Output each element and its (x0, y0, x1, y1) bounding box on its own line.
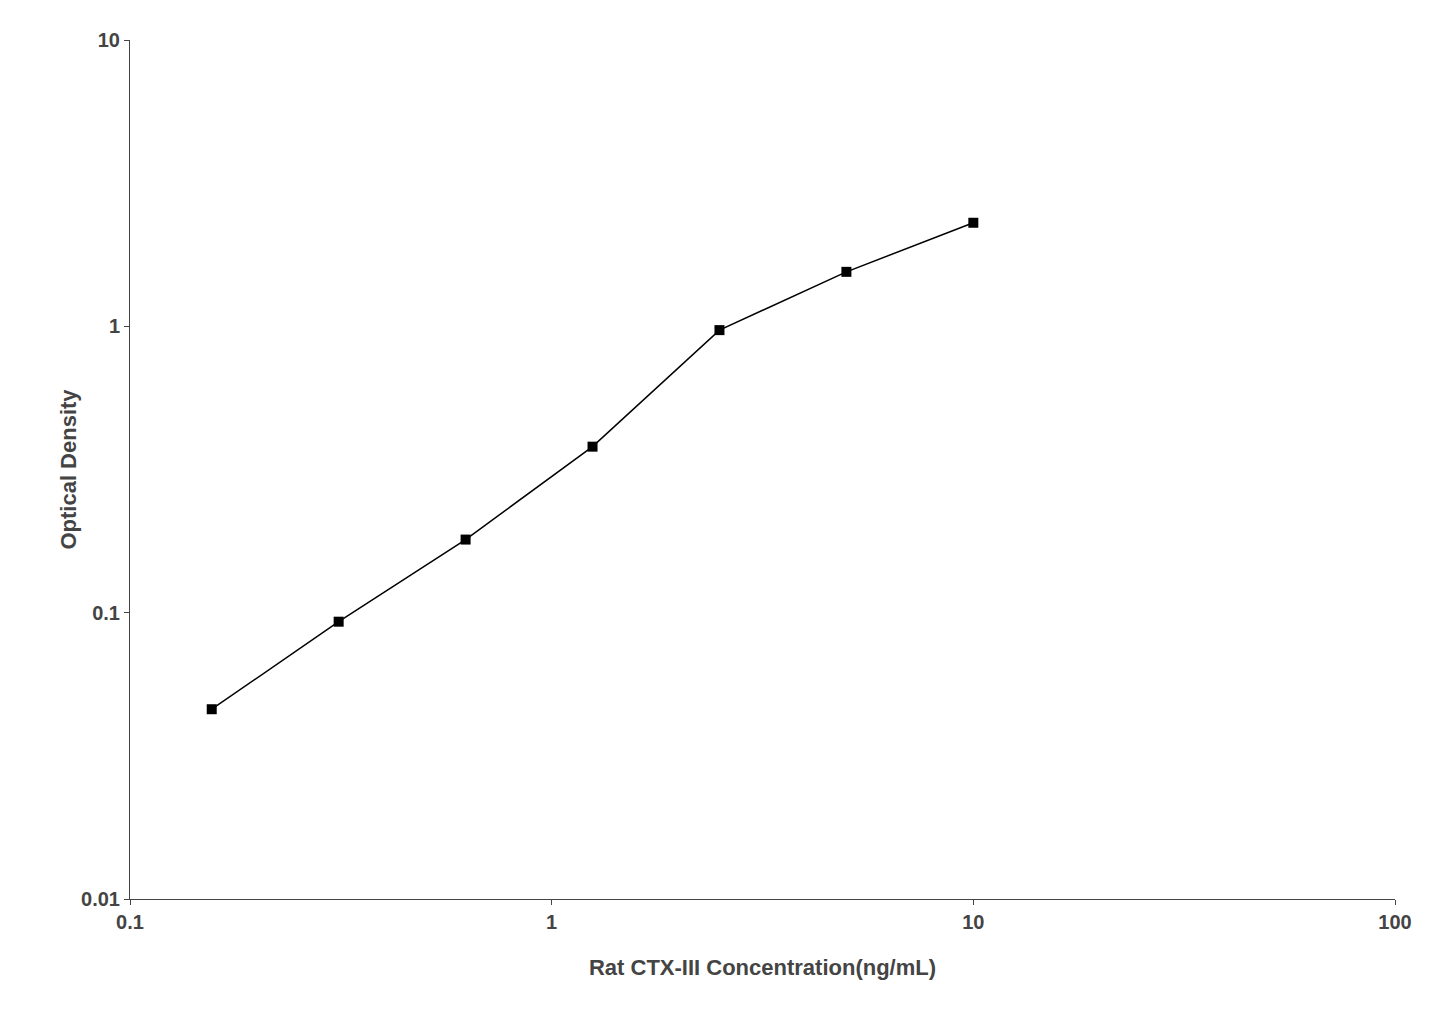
svg-text:100: 100 (1378, 911, 1411, 933)
svg-text:Rat CTX-III Concentration(ng/m: Rat CTX-III Concentration(ng/mL) (589, 955, 936, 980)
svg-text:10: 10 (962, 911, 984, 933)
svg-text:1: 1 (546, 911, 557, 933)
svg-text:1: 1 (109, 315, 120, 337)
svg-text:Optical Density: Optical Density (56, 389, 81, 550)
svg-text:0.1: 0.1 (116, 911, 144, 933)
svg-text:0.1: 0.1 (92, 602, 120, 624)
svg-text:0.01: 0.01 (81, 888, 120, 910)
svg-text:10: 10 (98, 29, 120, 51)
